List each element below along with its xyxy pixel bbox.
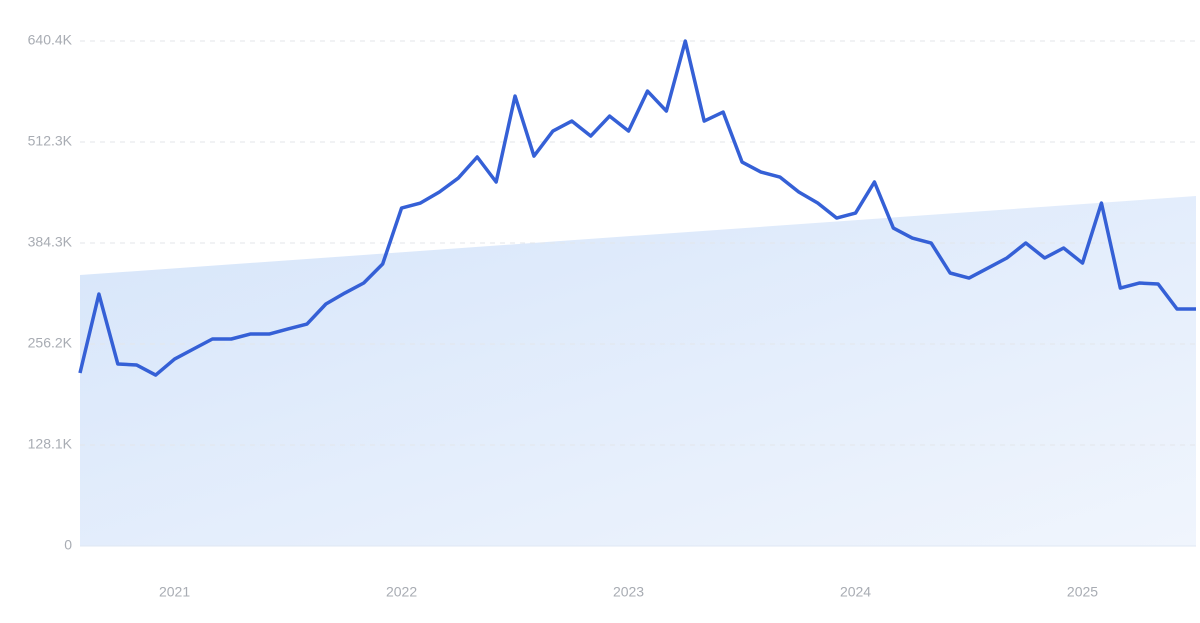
line-series [78,39,1196,377]
y-tick-label: 0 [64,537,72,553]
y-tick-label: 640.4K [28,32,73,48]
x-tick-label: 2022 [386,584,417,600]
trend-area [80,196,1196,547]
y-tick-label: 128.1K [28,436,73,452]
y-tick-label: 384.3K [28,234,73,250]
y-tick-label: 512.3K [28,133,73,149]
x-tick-label: 2025 [1067,584,1098,600]
x-tick-label: 2024 [840,584,871,600]
y-tick-label: 256.2K [28,335,73,351]
x-tick-label: 2021 [159,584,190,600]
x-tick-label: 2023 [613,584,644,600]
